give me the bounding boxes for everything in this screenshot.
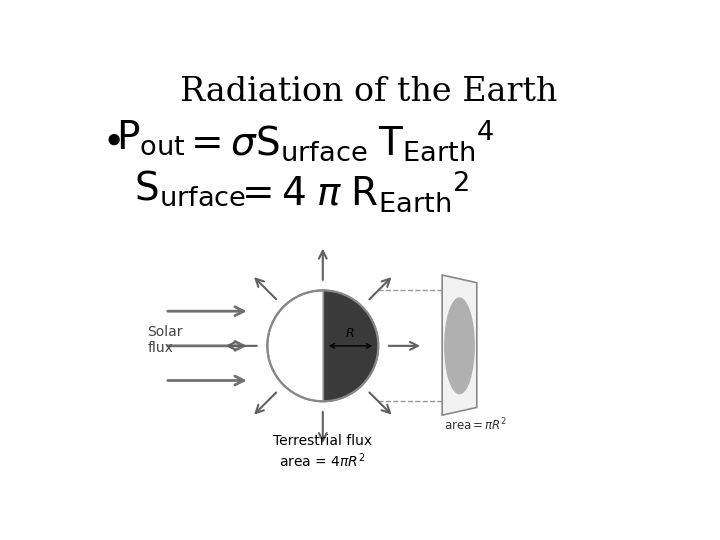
Text: $\mathrm{S_{urface}}$: $\mathrm{S_{urface}}$ xyxy=(134,168,246,208)
Text: area$=\pi R^2$: area$=\pi R^2$ xyxy=(444,417,507,433)
Text: $R$: $R$ xyxy=(345,327,354,340)
Polygon shape xyxy=(442,275,477,415)
Polygon shape xyxy=(323,291,378,401)
Text: $= 4\;\pi\;\mathrm{R_{Earth}}^{2}$: $= 4\;\pi\;\mathrm{R_{Earth}}^{2}$ xyxy=(234,168,469,214)
Text: $= \sigma\mathrm{S_{urface}}\;\mathrm{T_{Earth}}^{4}$: $= \sigma\mathrm{S_{urface}}\;\mathrm{T_… xyxy=(183,119,495,163)
Text: Radiation of the Earth: Radiation of the Earth xyxy=(180,76,558,109)
Text: $\mathrm{P_{out}}$: $\mathrm{P_{out}}$ xyxy=(117,119,186,157)
Text: $\bullet$: $\bullet$ xyxy=(101,120,121,158)
Ellipse shape xyxy=(444,298,475,394)
Text: Terrestrial flux
area = $4\pi R^2$: Terrestrial flux area = $4\pi R^2$ xyxy=(273,434,372,470)
Circle shape xyxy=(267,291,378,401)
Text: Solar
flux: Solar flux xyxy=(148,325,183,355)
